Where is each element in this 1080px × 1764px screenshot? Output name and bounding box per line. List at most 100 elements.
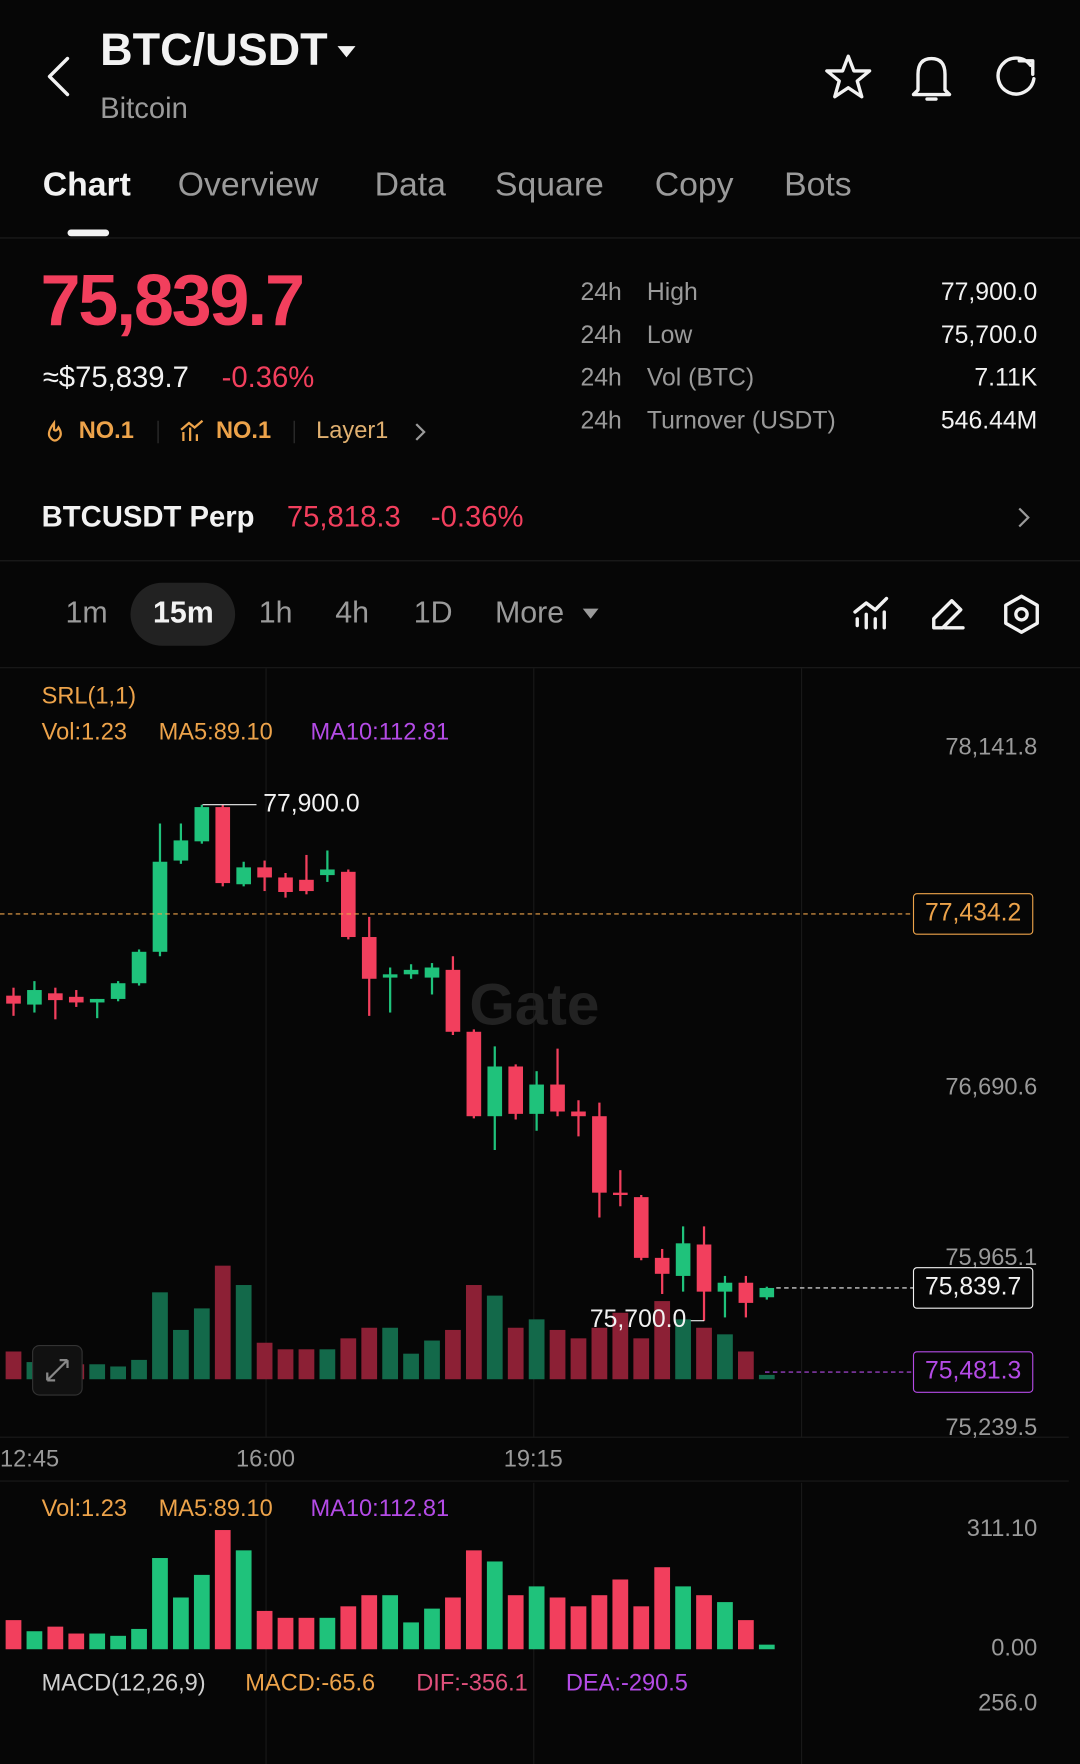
- coin-name: Bitcoin: [100, 93, 188, 125]
- candle-body: [571, 1111, 586, 1117]
- volume-bar: [654, 1567, 671, 1650]
- volume-overlay-bar: [340, 1338, 357, 1380]
- stat-period: 24h: [581, 407, 622, 434]
- volume-overlay-bar: [486, 1295, 503, 1380]
- volume-overlay-bar: [214, 1265, 231, 1380]
- usd-price: ≈$75,839.7: [43, 362, 189, 394]
- volume-bar: [110, 1635, 126, 1650]
- candle-body: [361, 937, 377, 979]
- refresh-icon[interactable]: [996, 56, 1036, 96]
- volume-bar: [235, 1550, 252, 1650]
- stat-value: 77,900.0: [941, 279, 1037, 306]
- candle-body: [278, 877, 293, 892]
- pair-title[interactable]: BTC/USDT: [100, 24, 327, 75]
- interval[interactable]: 1D: [414, 596, 453, 629]
- interval[interactable]: 1h: [259, 596, 293, 629]
- perp-name[interactable]: BTCUSDT Perp: [42, 501, 255, 533]
- volume-bar: [612, 1579, 629, 1650]
- volume-overlay-bar: [403, 1353, 419, 1380]
- y-tick-label: 75,965.1: [945, 1245, 1037, 1271]
- candle-body: [675, 1243, 691, 1276]
- interval[interactable]: 1m: [66, 596, 108, 629]
- interval-pill: [130, 582, 236, 646]
- rank-tag[interactable]: NO.1: [216, 418, 271, 444]
- candle-body: [633, 1197, 649, 1258]
- settings-icon[interactable]: [1004, 594, 1039, 634]
- indicator-icon[interactable]: [853, 596, 889, 630]
- ma-label: MA5:89.10: [159, 720, 273, 746]
- pair-dropdown[interactable]: [337, 46, 356, 58]
- alert-icon[interactable]: [911, 56, 952, 101]
- x-tick-label: 19:15: [504, 1446, 563, 1472]
- tab[interactable]: Chart: [43, 166, 131, 204]
- price-tag: [912, 1351, 1034, 1393]
- candle-body: [759, 1287, 775, 1298]
- candle-body: [152, 861, 168, 952]
- candle-body: [696, 1244, 712, 1292]
- volume-overlay-bar: [570, 1338, 587, 1380]
- candle-body: [466, 1031, 482, 1117]
- volume-overlay-bar: [152, 1292, 168, 1380]
- volume-overlay-bar: [424, 1340, 440, 1380]
- macd-label: MACD:-65.6: [245, 1670, 375, 1696]
- volume-overlay-bar: [89, 1364, 106, 1380]
- volume-overlay-bar: [361, 1327, 378, 1380]
- candle-body: [529, 1084, 544, 1114]
- y-tick-label: 75,239.5: [945, 1415, 1037, 1441]
- ma-label: MA10:112.81: [311, 720, 450, 746]
- volume-bar: [5, 1620, 22, 1650]
- interval[interactable]: More: [495, 596, 564, 629]
- volume-overlay-bar: [298, 1349, 315, 1380]
- rank-tag[interactable]: NO.1: [79, 418, 134, 444]
- intervals: 1m 15m 1h 4h 1D More: [66, 596, 565, 629]
- macd-tick: 256.0: [978, 1691, 1037, 1717]
- volume-overlay-bar: [675, 1319, 691, 1380]
- candle-body: [89, 998, 105, 1003]
- volume-bar: [465, 1550, 482, 1650]
- divider: [157, 420, 159, 444]
- macd-label: MACD(12,26,9): [42, 1670, 206, 1696]
- volume-tick-label: 0.00: [991, 1635, 1037, 1661]
- v-grid: [533, 668, 535, 1438]
- perp-change: -0.36%: [431, 501, 524, 533]
- candle-body: [592, 1116, 607, 1193]
- volume-bar: [675, 1586, 691, 1650]
- price-tag-label: 77,434.2: [925, 900, 1021, 927]
- volume-tick-label: 311.10: [967, 1516, 1037, 1542]
- more-dropdown[interactable]: [582, 608, 599, 619]
- divider: [293, 420, 295, 444]
- sector-tag[interactable]: Layer1: [316, 418, 388, 444]
- favorite-icon[interactable]: [825, 54, 872, 99]
- volume-overlay-bar: [235, 1285, 252, 1380]
- tab[interactable]: Overview: [178, 166, 319, 204]
- tab[interactable]: Data: [375, 166, 447, 204]
- volume-overlay-bar: [256, 1342, 273, 1380]
- v-grid: [265, 668, 267, 1438]
- tab-indicator: [67, 229, 110, 237]
- interval[interactable]: 15m: [153, 596, 214, 629]
- volume-overlay-bar: [319, 1349, 336, 1380]
- x-tick-label: 16:00: [236, 1446, 295, 1472]
- chart-marks: 78,141.8 76,690.6 75,965.1 75,239.5 311.10 0.…: [0, 734, 1037, 1661]
- draw-icon[interactable]: [932, 599, 965, 630]
- candle-body: [131, 951, 147, 984]
- tab[interactable]: Square: [495, 166, 604, 204]
- interval[interactable]: 4h: [335, 596, 369, 629]
- chevron[interactable]: [1018, 507, 1030, 528]
- watermark: Gate: [469, 973, 599, 1038]
- low-label: 75,700.0: [590, 1306, 686, 1333]
- tab[interactable]: Copy: [655, 166, 734, 204]
- stat-name: High: [647, 279, 698, 306]
- candle-body: [173, 840, 189, 861]
- price-tag: [912, 893, 1034, 935]
- hot-icon: [47, 419, 62, 442]
- volume-bar: [424, 1608, 440, 1650]
- volume-bar: [633, 1606, 650, 1650]
- volume-bar: [528, 1586, 545, 1650]
- stats: 24h High 77,900.0 24h Low 75,700.0 24h V…: [581, 279, 1038, 434]
- divider: [0, 237, 1080, 239]
- volume-bar: [319, 1617, 336, 1650]
- back-button[interactable]: [47, 56, 70, 97]
- tab[interactable]: Bots: [784, 166, 852, 204]
- candle-body: [27, 990, 42, 1005]
